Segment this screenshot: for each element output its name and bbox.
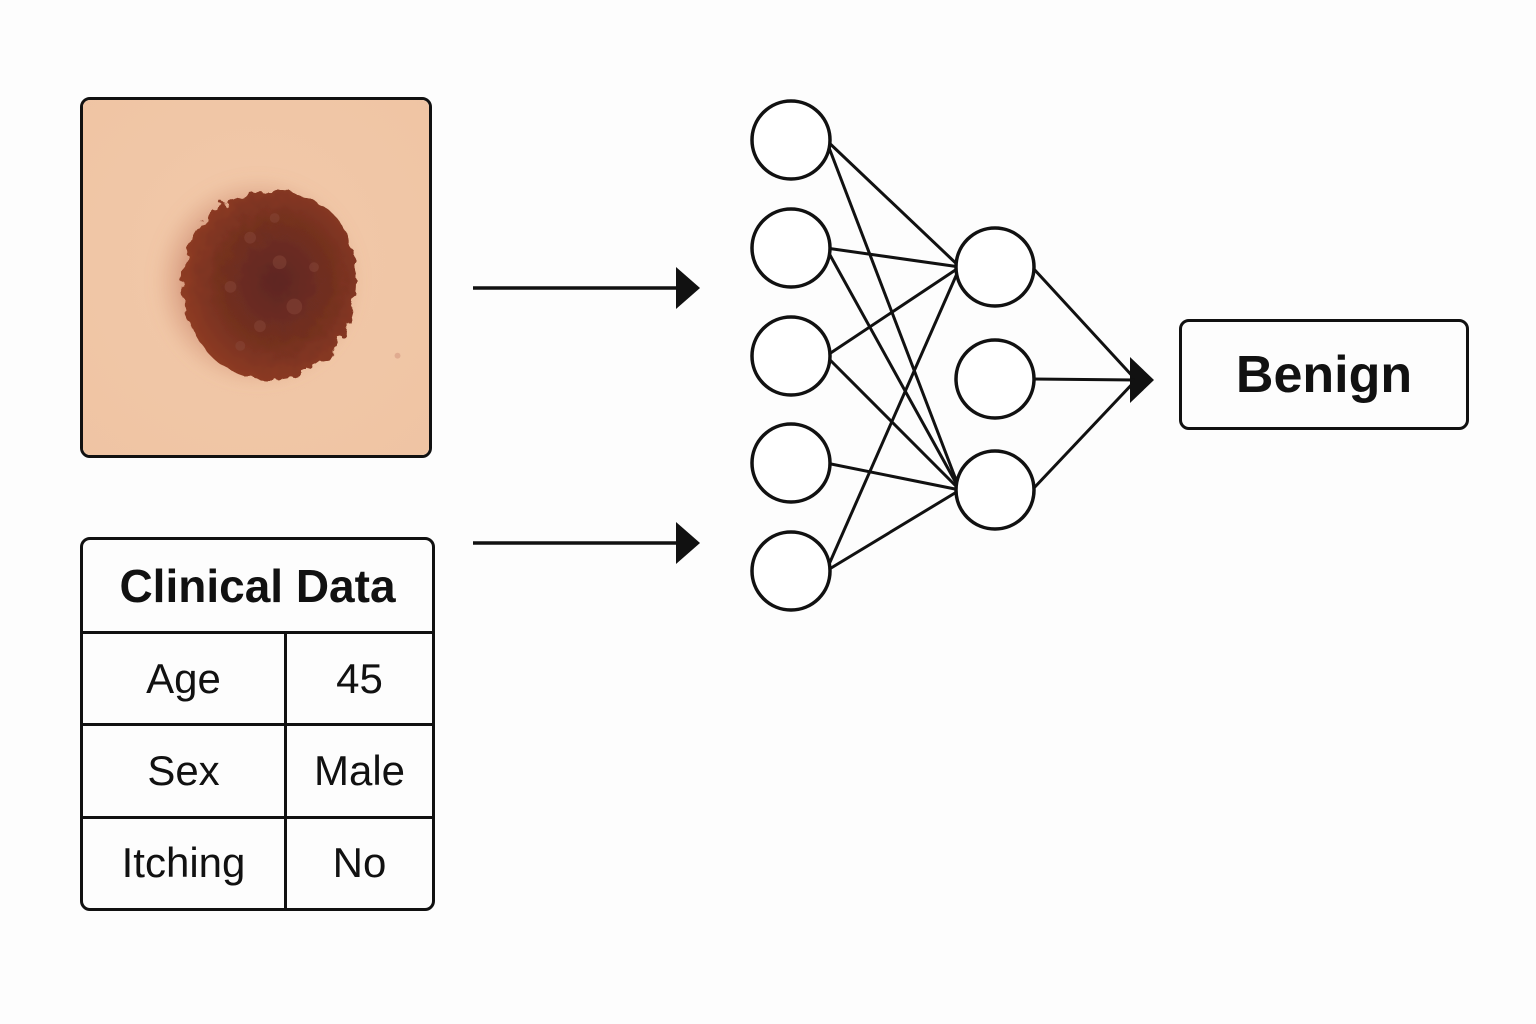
row-label: Sex — [83, 726, 287, 816]
network-connection — [825, 488, 961, 573]
table-row: Itching No — [83, 818, 432, 908]
network-node — [954, 449, 1036, 531]
arrow-right-icon — [1130, 357, 1154, 403]
network-connection — [824, 266, 962, 572]
table-row: Age 45 — [83, 634, 432, 727]
network-connection — [825, 354, 961, 492]
row-value: No — [332, 839, 387, 887]
network-node — [954, 226, 1036, 308]
skin-lesion-photo — [83, 100, 429, 455]
network-node — [954, 338, 1036, 420]
network-connection — [825, 246, 961, 269]
network-connection — [1030, 378, 1138, 492]
table-title: Clinical Data — [83, 540, 432, 634]
prediction-output: Benign — [1179, 319, 1469, 430]
network-connection — [825, 265, 961, 358]
network-connection — [824, 139, 962, 491]
network-connection — [825, 461, 961, 492]
clinical-data-table: Clinical Data Age 45 Sex Male Itching No — [80, 537, 435, 911]
network-connection — [825, 138, 961, 269]
row-label: Itching — [83, 818, 287, 908]
network-node — [750, 207, 832, 289]
row-label: Age — [83, 634, 287, 724]
network-node — [750, 315, 832, 397]
network-connection — [1030, 265, 1138, 382]
arrow-right-icon — [473, 522, 700, 564]
network-node — [750, 530, 832, 612]
skin-lesion-image — [80, 97, 432, 458]
row-value: Male — [313, 746, 406, 794]
network-connection — [824, 247, 962, 491]
table-row: Sex Male — [83, 726, 432, 819]
network-connection — [1032, 377, 1137, 382]
row-value: 45 — [336, 654, 383, 702]
network-node — [750, 99, 832, 181]
network-node — [750, 422, 832, 504]
arrow-right-icon — [473, 267, 700, 309]
